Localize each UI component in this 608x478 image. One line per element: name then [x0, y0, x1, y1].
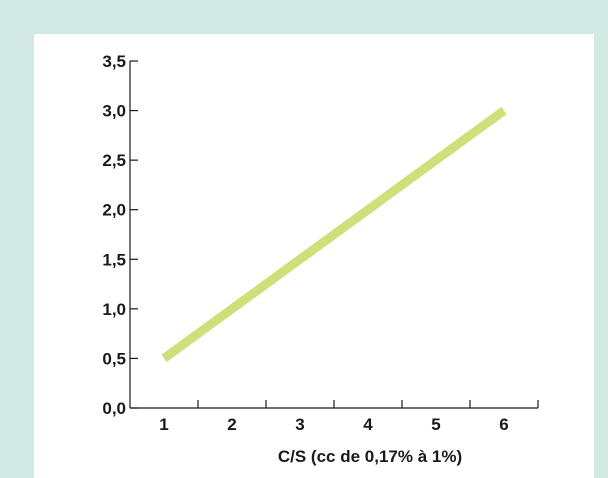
series-line-0 — [161, 106, 507, 363]
axes: 0,0 0,5 1,0 1,5 2,0 2,5 3,0 3,5 1 2 3 4 5 6 — [102, 52, 539, 434]
y-tick-label: 3,5 — [102, 52, 126, 71]
x-tick-label: 3 — [295, 415, 304, 434]
y-tick-label: 0,5 — [102, 349, 126, 368]
y-tick-label: 3,0 — [102, 102, 126, 121]
y-tick-label: 2,0 — [102, 201, 126, 220]
x-tick-label: 2 — [227, 415, 236, 434]
x-axis-title: C/S (cc de 0,17% à 1%) — [278, 447, 462, 466]
x-tick-label: 4 — [363, 415, 373, 434]
y-tick-label: 1,5 — [102, 250, 126, 269]
x-tick-label: 1 — [159, 415, 168, 434]
x-tick-label: 5 — [431, 415, 440, 434]
y-tick-label: 0,0 — [102, 399, 126, 418]
x-tick-label: 6 — [499, 415, 508, 434]
y-tick-label: 2,5 — [102, 151, 126, 170]
y-tick-label: 1,0 — [102, 300, 126, 319]
series-group — [161, 106, 507, 363]
